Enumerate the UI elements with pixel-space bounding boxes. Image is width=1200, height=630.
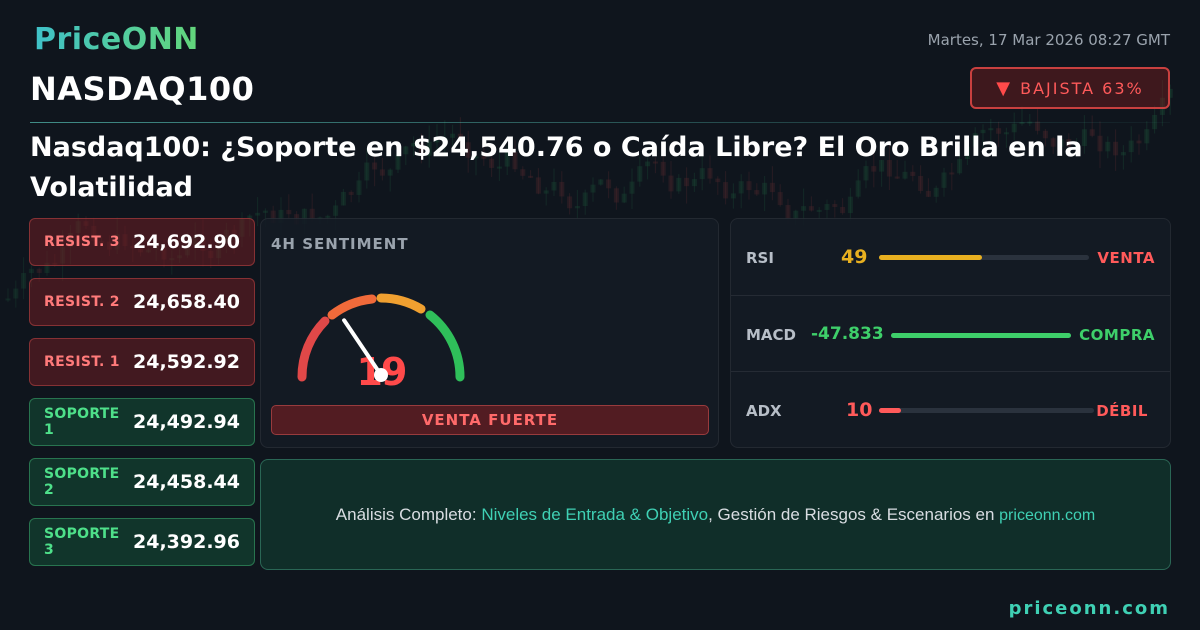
gauge-segment-green (425, 310, 465, 382)
level-value: 24,658.40 (133, 291, 240, 313)
price-levels: RESIST. 3 24,692.90 RESIST. 2 24,658.40 … (29, 218, 255, 578)
level-support-1: SOPORTE 1 24,492.94 (29, 398, 255, 446)
level-label: SOPORTE 2 (44, 466, 120, 498)
level-value: 24,392.96 (133, 531, 240, 553)
indicator-bar-fill (891, 333, 1071, 338)
cta-prefix: Análisis Completo: (335, 504, 482, 524)
footer-site-link[interactable]: priceonn.com (1008, 598, 1170, 619)
indicator-signal: VENTA (1097, 249, 1155, 267)
header-divider (30, 122, 1170, 123)
level-value: 24,692.90 (133, 231, 240, 253)
level-value: 24,592.92 (133, 351, 240, 373)
indicator-value: 49 (841, 246, 868, 268)
level-resistance-1: RESIST. 1 24,592.92 (29, 338, 255, 386)
indicators-panel: RSI 49 VENTA MACD -47.833 COMPRA ADX 10 … (730, 218, 1171, 448)
gauge-needle-hub (374, 368, 388, 382)
indicator-value: 10 (846, 399, 873, 421)
indicator-bar (879, 408, 1094, 413)
level-label: RESIST. 2 (44, 294, 120, 310)
cta-highlight[interactable]: Niveles de Entrada & Objetivo (481, 504, 709, 524)
level-label: SOPORTE 1 (44, 406, 120, 438)
level-support-3: SOPORTE 3 24,392.96 (29, 518, 255, 566)
cta-site-link[interactable]: priceonn.com (999, 506, 1096, 524)
level-value: 24,492.94 (133, 411, 240, 433)
level-resistance-3: RESIST. 3 24,692.90 (29, 218, 255, 266)
indicator-name: RSI (746, 249, 774, 267)
gauge-segment-red (297, 316, 330, 382)
level-label: SOPORTE 3 (44, 526, 120, 558)
indicator-bar (879, 255, 1089, 260)
level-value: 24,458.44 (133, 471, 240, 493)
trend-badge: ▼ BAJISTA 63% (970, 67, 1170, 109)
gauge-needle (342, 318, 383, 377)
indicator-bar-fill (879, 408, 901, 413)
sentiment-title: 4H SENTIMENT (271, 235, 409, 253)
symbol-title: NASDAQ100 (30, 70, 255, 108)
indicator-macd: MACD -47.833 COMPRA (731, 295, 1170, 372)
level-label: RESIST. 3 (44, 234, 120, 250)
indicator-bar-fill (879, 255, 982, 260)
brand-logo[interactable]: PriceONN (34, 22, 199, 57)
indicator-name: ADX (746, 402, 782, 420)
article-headline[interactable]: Nasdaq100: ¿Soporte en $24,540.76 o Caíd… (30, 132, 1083, 203)
indicator-signal: COMPRA (1079, 326, 1155, 344)
indicator-bar (891, 333, 1071, 338)
sentiment-gauge: 19 (297, 293, 465, 394)
indicator-rsi: RSI 49 VENTA (731, 219, 1170, 295)
trend-label: BAJISTA 63% (1020, 78, 1144, 98)
level-support-2: SOPORTE 2 24,458.44 (29, 458, 255, 506)
cta-middle: , Gestión de Riesgos & Escenarios en (708, 504, 1000, 524)
level-label: RESIST. 1 (44, 354, 120, 370)
timestamp: Martes, 17 Mar 2026 08:27 GMT (927, 31, 1170, 49)
down-arrow-icon: ▼ (996, 77, 1011, 99)
indicator-value: -47.833 (811, 324, 884, 344)
gauge-segment-orange (376, 293, 426, 314)
sentiment-label: VENTA FUERTE (271, 405, 709, 435)
sentiment-panel: 4H SENTIMENT 19 VENTA FUERTE (260, 218, 719, 448)
indicator-name: MACD (746, 326, 796, 344)
gauge-segment-orange-red (327, 294, 377, 320)
level-resistance-2: RESIST. 2 24,658.40 (29, 278, 255, 326)
indicator-signal: DÉBIL (1096, 402, 1148, 420)
indicator-adx: ADX 10 DÉBIL (731, 371, 1170, 448)
cta-text: Análisis Completo: Niveles de Entrada & … (336, 505, 1095, 525)
full-analysis-banner[interactable]: Análisis Completo: Niveles de Entrada & … (260, 459, 1171, 570)
